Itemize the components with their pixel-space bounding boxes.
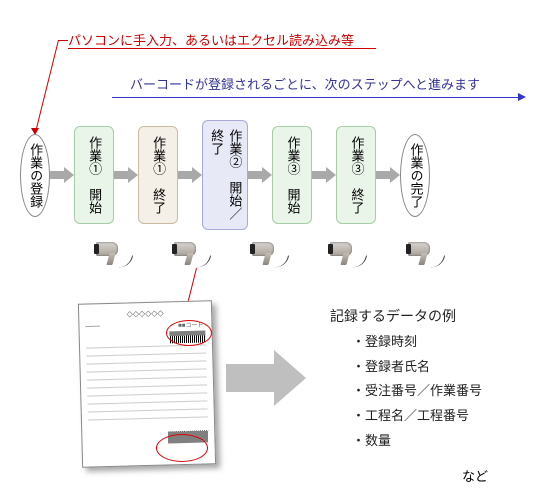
caption-blue: バーコードが登録されるごとに、次のステップへと進みます [130, 74, 480, 93]
data-list-item: ・工程名／工程番号 [352, 404, 482, 429]
barcode-scanner-icon [172, 238, 210, 268]
flow-arrow-icon [312, 167, 336, 183]
scanner-row [94, 238, 444, 268]
blue-progress-arrow [112, 97, 520, 98]
red-callout-diagonal [36, 40, 59, 130]
flow-step: 作業② 開始／終了 [202, 120, 248, 230]
flow-step: 作業① 終了 [138, 126, 178, 224]
flow-end: 作業の完了 [400, 134, 430, 217]
data-list-item: ・登録者氏名 [352, 355, 482, 380]
flow-arrow-icon [248, 167, 272, 183]
doc-title: ◇◇◇◇◇◇ [85, 307, 205, 319]
flow-row: 作業の登録 作業① 開始作業① 終了作業② 開始／終了作業③ 開始作業③ 終了 … [20, 120, 530, 230]
doc-circle-top [166, 320, 212, 346]
barcode-scanner-icon [328, 238, 366, 268]
flow-arrow-icon [376, 167, 400, 183]
data-list-item: ・数量 [352, 429, 482, 454]
doc-circle-bottom [156, 434, 208, 462]
barcode-scanner-icon [406, 238, 444, 268]
caption-underline [68, 48, 376, 49]
data-list: ・登録時刻・登録者氏名・受注番号／作業番号・工程名／工程番号・数量 [352, 330, 482, 453]
data-list-item: ・受注番号／作業番号 [352, 379, 482, 404]
barcode-scanner-icon [94, 238, 132, 268]
barcode-scanner-icon [250, 238, 288, 268]
flow-step: 作業① 開始 [74, 126, 114, 224]
data-section-title: 記録するデータの例 [330, 306, 456, 326]
caption-top-red: パソコンに手入力、あるいはエクセル読み込み等 [68, 30, 354, 49]
flow-step: 作業③ 開始 [272, 126, 312, 224]
flow-arrow-icon [114, 167, 138, 183]
data-suffix: など [462, 466, 488, 485]
flow-step: 作業③ 終了 [336, 126, 376, 224]
flow-start: 作業の登録 [20, 134, 50, 217]
red-callout-horizontal [58, 40, 68, 41]
flow-arrow-icon [50, 167, 74, 183]
big-arrow-icon [226, 348, 306, 411]
data-list-item: ・登録時刻 [352, 330, 482, 355]
flow-arrow-icon [178, 167, 202, 183]
